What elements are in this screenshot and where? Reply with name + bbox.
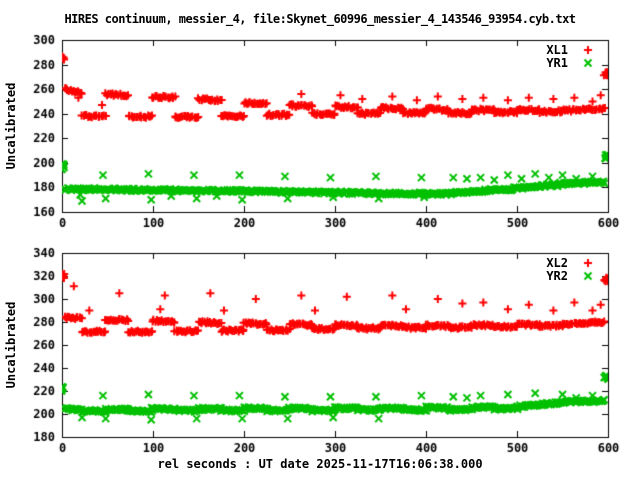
y-axis-label-bottom: Uncalibrated <box>4 301 18 389</box>
x-axis-label: rel seconds : UT date 2025-11-17T16:06:3… <box>157 457 483 471</box>
legend-label-yr2: YR2 <box>546 269 568 283</box>
y-axis-label-top: Uncalibrated <box>4 82 18 170</box>
legend-label-yr1: YR1 <box>546 56 568 70</box>
legend-label-xl2: XL2 <box>546 256 568 270</box>
chart-title: HIRES continuum, messier_4, file:Skynet_… <box>64 12 576 26</box>
legend-label-xl1: XL1 <box>546 43 568 57</box>
